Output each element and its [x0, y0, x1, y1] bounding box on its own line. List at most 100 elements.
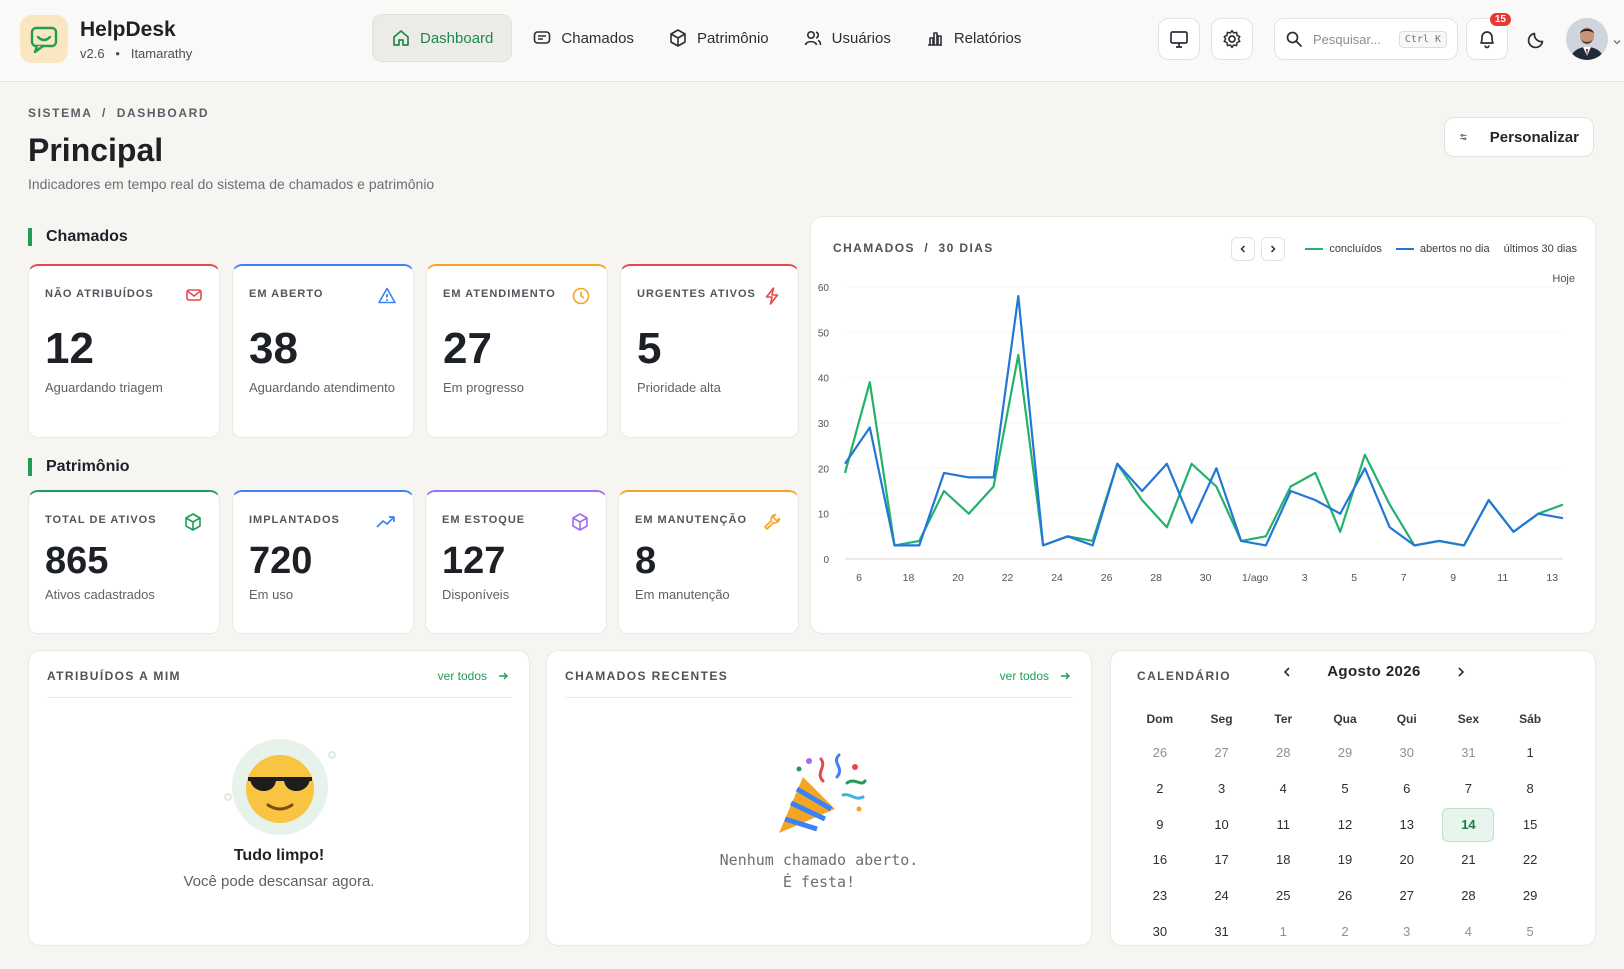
calendar-day[interactable]: 28 — [1438, 878, 1500, 914]
calendar-day[interactable]: 27 — [1191, 735, 1253, 771]
calendar-day[interactable]: 28 — [1252, 735, 1314, 771]
legend-swatch — [1305, 248, 1324, 250]
app-version: v2.6 • Itamarathy — [80, 46, 192, 61]
sunglasses-emoji-icon — [224, 739, 336, 835]
calendar-day[interactable]: 2 — [1129, 771, 1191, 807]
calendar-day[interactable]: 26 — [1129, 735, 1191, 771]
stat-card-stock[interactable]: EM ESTOQUE 127 Disponíveis — [425, 490, 607, 634]
calendar-day[interactable]: 26 — [1314, 878, 1376, 914]
calendar-day[interactable]: 20 — [1376, 842, 1438, 878]
nav-relatorios[interactable]: Relatórios — [911, 14, 1036, 62]
calendar-day[interactable]: 1 — [1499, 735, 1561, 771]
calendar-day[interactable]: 23 — [1129, 878, 1191, 914]
calendar-panel: CALENDÁRIO Agosto 2026 Dom Seg Ter Qua Qui Se… — [1110, 650, 1596, 946]
link-label: ver todos — [999, 669, 1049, 683]
calendar-day[interactable]: 22 — [1499, 842, 1561, 878]
calendar-day[interactable]: 6 — [1376, 771, 1438, 807]
top-bar: HelpDesk v2.6 • Itamarathy Dashboard Cha… — [0, 0, 1624, 82]
nav-patrimonio[interactable]: Patrimônio — [654, 14, 783, 62]
mail-icon — [186, 289, 202, 301]
calendar-day[interactable]: 13 — [1376, 807, 1438, 843]
sliders-icon — [1460, 133, 1467, 141]
calendar-day[interactable]: 8 — [1499, 771, 1561, 807]
settings-button[interactable] — [1211, 18, 1253, 60]
empty-message-line1: Nenhum chamado aberto. — [719, 851, 919, 869]
nav-usuarios[interactable]: Usuários — [789, 14, 905, 62]
calendar-day[interactable]: 11 — [1252, 807, 1314, 843]
assigned-view-all-link[interactable]: ver todos — [438, 669, 509, 683]
calendar-day[interactable]: 29 — [1314, 735, 1376, 771]
bolt-icon — [765, 287, 779, 305]
calendar-day[interactable]: 7 — [1438, 771, 1500, 807]
calendar-next-icon[interactable] — [1453, 664, 1469, 680]
dark-mode-toggle[interactable] — [1516, 18, 1558, 60]
calendar-day[interactable]: 9 — [1129, 807, 1191, 843]
notifications-button[interactable]: 15 — [1466, 13, 1511, 60]
stat-card-unassigned[interactable]: NÃO ATRIBUÍDOS 12 Aguardando triagem — [28, 264, 220, 438]
calendar-day[interactable]: 17 — [1191, 842, 1253, 878]
calendar-day[interactable]: 30 — [1129, 914, 1191, 950]
calendar-day[interactable]: 29 — [1499, 878, 1561, 914]
stat-sub: Em progresso — [443, 380, 524, 395]
calendar-day[interactable]: 25 — [1252, 878, 1314, 914]
chart-next-button[interactable] — [1261, 237, 1286, 261]
search-box[interactable]: Pesquisar... Ctrl K — [1274, 18, 1458, 60]
recent-view-all-link[interactable]: ver todos — [1000, 669, 1071, 683]
calendar-day-number: 20 — [1399, 852, 1414, 868]
stat-sub: Aguardando triagem — [45, 380, 163, 395]
chevron-down-icon[interactable] — [1612, 34, 1622, 52]
calendar-day[interactable]: 21 — [1438, 842, 1500, 878]
stat-card-total-assets[interactable]: TOTAL DE ATIVOS 865 Ativos cadastrados — [28, 490, 220, 634]
calendar-day-number: 23 — [1152, 888, 1168, 904]
chart-title: CHAMADOS / 30 DIAS — [833, 241, 994, 255]
legend-abertos: abertos no dia — [1395, 243, 1490, 255]
user-avatar[interactable] — [1566, 18, 1608, 60]
assigned-panel: ATRIBUÍDOS A MIM ver todos Tudo limpo! V… — [28, 650, 530, 946]
stat-value: 720 — [249, 540, 313, 582]
calendar-day[interactable]: 1 — [1252, 914, 1314, 950]
calendar-day[interactable]: 12 — [1314, 807, 1376, 843]
stat-card-open[interactable]: EM ABERTO 38 Aguardando atendimento — [232, 264, 414, 438]
customize-button[interactable]: Personalizar — [1444, 117, 1594, 157]
calendar-day[interactable]: 27 — [1376, 878, 1438, 914]
search-input[interactable]: Pesquisar... — [1313, 31, 1381, 47]
nav-dashboard[interactable]: Dashboard — [372, 14, 513, 62]
calendar-day[interactable]: 16 — [1129, 842, 1191, 878]
brand[interactable]: HelpDesk v2.6 • Itamarathy — [20, 15, 192, 63]
calendar-day[interactable]: 4 — [1252, 771, 1314, 807]
stat-card-maintenance[interactable]: EM MANUTENÇÃO 8 Em manutenção — [618, 490, 799, 634]
separator-dot: • — [108, 45, 128, 61]
stat-card-urgent[interactable]: URGENTES ATIVOS 5 Prioridade alta — [620, 264, 799, 438]
calendar-day[interactable]: 4 — [1438, 914, 1500, 950]
calendar-day[interactable]: 5 — [1499, 914, 1561, 950]
calendar-day[interactable]: 31 — [1438, 735, 1500, 771]
calendar-day[interactable]: 10 — [1191, 807, 1253, 843]
calendar-day[interactable]: 5 — [1314, 771, 1376, 807]
calendar-day[interactable]: 3 — [1191, 771, 1253, 807]
calendar-prev-icon[interactable] — [1279, 664, 1295, 680]
chart-prev-button[interactable] — [1231, 237, 1256, 261]
stat-card-deployed[interactable]: IMPLANTADOS 720 Em uso — [232, 490, 414, 634]
divider — [47, 697, 511, 698]
calendar-day[interactable]: 15 — [1499, 807, 1561, 843]
calendar-day-number: 13 — [1399, 816, 1414, 832]
calendar-day[interactable]: 30 — [1376, 735, 1438, 771]
calendar-day[interactable]: 3 — [1376, 914, 1438, 950]
warning-icon — [378, 287, 396, 304]
line-chart: 0 10 20 30 40 50 60 6 18 20 22 24 26 28 30 1/ago 3 5 7 9 11 1… — [818, 283, 1564, 584]
stat-label: EM ESTOQUE — [442, 514, 526, 526]
calendar-day[interactable]: 31 — [1191, 914, 1253, 950]
calendar-day[interactable]: 2 — [1314, 914, 1376, 950]
display-button[interactable] — [1158, 18, 1200, 60]
nav-chamados[interactable]: Chamados — [518, 14, 648, 62]
calendar-day[interactable]: 19 — [1314, 842, 1376, 878]
stat-label: IMPLANTADOS — [249, 514, 340, 526]
stat-card-in-progress[interactable]: EM ATENDIMENTO 27 Em progresso — [426, 264, 608, 438]
calendar-day-number: 8 — [1526, 780, 1534, 796]
calendar-day-number: 16 — [1152, 852, 1168, 868]
calendar-day[interactable]: 14 — [1438, 807, 1500, 843]
calendar-day[interactable]: 24 — [1191, 878, 1253, 914]
calendar-day-number: 24 — [1214, 888, 1229, 904]
calendar-day[interactable]: 18 — [1252, 842, 1314, 878]
chevron-left-icon — [1240, 245, 1246, 253]
